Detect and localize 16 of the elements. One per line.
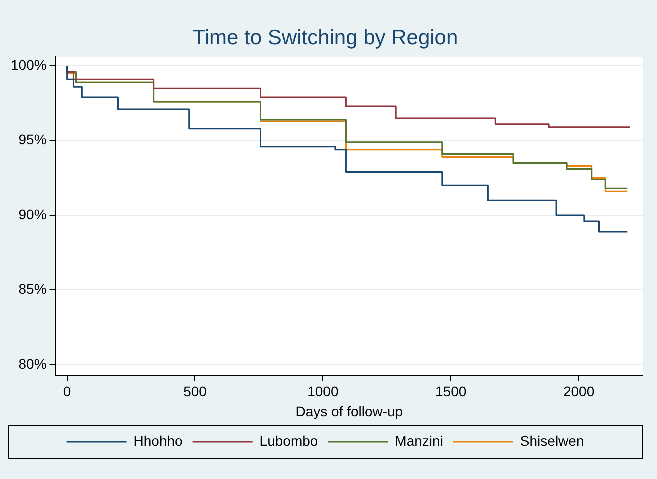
x-axis-title: Days of follow-up bbox=[296, 403, 404, 420]
legend-label: Shiselwen bbox=[520, 432, 584, 449]
legend-label: Hhohho bbox=[134, 432, 184, 449]
y-tick-label: 85% bbox=[18, 281, 47, 298]
y-tick-label: 95% bbox=[18, 132, 47, 148]
chart-title: Time to Switching by Region bbox=[192, 26, 458, 50]
y-tick-label: 100% bbox=[10, 57, 47, 74]
x-tick-label: 500 bbox=[184, 384, 208, 400]
legend-label: Lubombo bbox=[260, 432, 318, 449]
y-tick-label: 80% bbox=[18, 356, 47, 372]
x-tick-label: 1000 bbox=[308, 384, 339, 400]
x-tick-label: 0 bbox=[63, 384, 72, 400]
x-tick-label: 2000 bbox=[563, 384, 595, 400]
y-tick-label: 90% bbox=[18, 206, 47, 222]
legend-label: Manzini bbox=[395, 432, 444, 449]
x-tick-label: 1500 bbox=[436, 384, 467, 400]
